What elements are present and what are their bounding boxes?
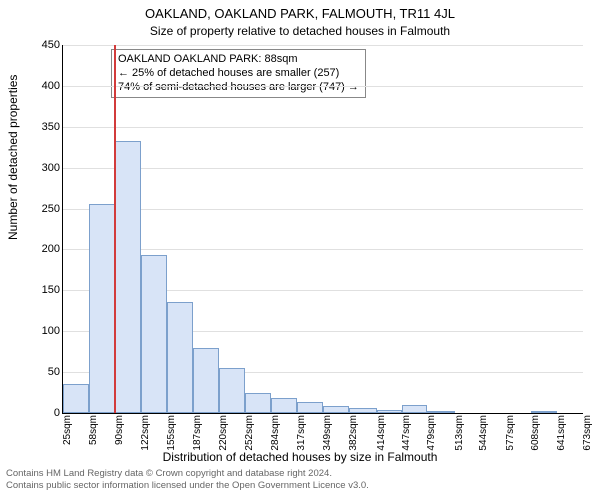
gridline	[63, 127, 583, 128]
histogram-bar	[297, 402, 323, 413]
y-tick: 150	[0, 284, 60, 296]
plot-area: OAKLAND OAKLAND PARK: 88sqm ← 25% of det…	[62, 45, 583, 414]
reference-line	[114, 45, 116, 413]
y-tick: 400	[0, 80, 60, 92]
y-tick: 0	[0, 407, 60, 419]
histogram-bar	[167, 302, 193, 413]
title-line1: OAKLAND, OAKLAND PARK, FALMOUTH, TR11 4J…	[0, 6, 600, 21]
histogram-bar	[531, 411, 557, 413]
annotation-line2: ← 25% of detached houses are smaller (25…	[118, 67, 359, 81]
y-tick: 50	[0, 366, 60, 378]
histogram-bar	[427, 411, 454, 413]
x-axis-label: Distribution of detached houses by size …	[0, 450, 600, 464]
histogram-bar	[323, 406, 349, 413]
title-line2: Size of property relative to detached ho…	[0, 24, 600, 38]
histogram-bar	[245, 393, 271, 413]
gridline	[63, 209, 583, 210]
histogram-bar	[89, 204, 115, 413]
annotation-line3: 74% of semi-detached houses are larger (…	[118, 81, 359, 95]
y-tick: 450	[0, 39, 60, 51]
histogram-bar	[402, 405, 428, 413]
histogram-bar	[115, 141, 141, 413]
y-tick: 250	[0, 203, 60, 215]
histogram-bar	[349, 408, 376, 413]
histogram-bar	[377, 410, 402, 413]
y-axis-label: Number of detached properties	[6, 75, 20, 240]
figure: OAKLAND, OAKLAND PARK, FALMOUTH, TR11 4J…	[0, 0, 600, 500]
y-tick: 350	[0, 121, 60, 133]
footer-line1: Contains HM Land Registry data © Crown c…	[6, 468, 594, 480]
histogram-bar	[219, 368, 245, 413]
y-tick: 200	[0, 243, 60, 255]
annotation-box: OAKLAND OAKLAND PARK: 88sqm ← 25% of det…	[111, 49, 366, 98]
gridline	[63, 249, 583, 250]
histogram-bar	[141, 255, 167, 413]
histogram-bar	[63, 384, 89, 413]
gridline	[63, 86, 583, 87]
annotation-line1: OAKLAND OAKLAND PARK: 88sqm	[118, 53, 359, 67]
histogram-bar	[271, 398, 297, 413]
attribution: Contains HM Land Registry data © Crown c…	[6, 468, 594, 492]
y-tick: 100	[0, 325, 60, 337]
gridline	[63, 45, 583, 46]
y-tick: 300	[0, 162, 60, 174]
histogram-bar	[193, 348, 219, 413]
footer-line2: Contains public sector information licen…	[6, 480, 594, 492]
gridline	[63, 168, 583, 169]
